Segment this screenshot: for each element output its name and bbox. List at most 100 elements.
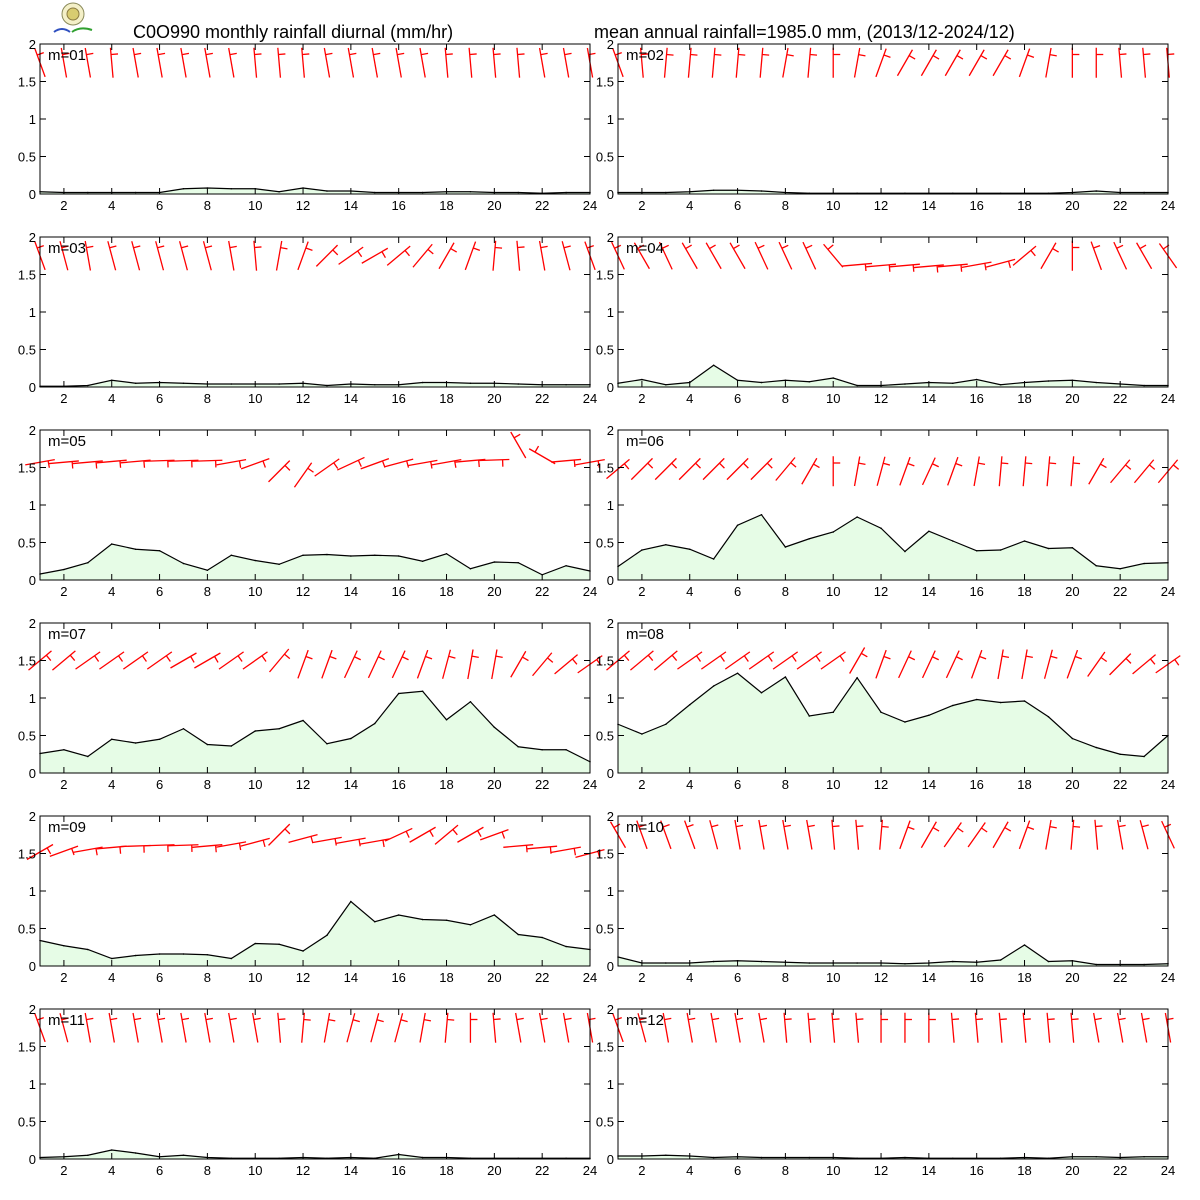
x-tick-label: 12	[296, 391, 310, 406]
data-point	[397, 555, 400, 557]
x-tick-label: 2	[60, 970, 67, 985]
barb-flag	[1125, 657, 1132, 664]
barb-shaft	[444, 47, 449, 78]
barb-flag	[932, 656, 939, 661]
barb-flag	[525, 845, 528, 853]
x-tick-label: 20	[487, 584, 501, 599]
barb-flag	[71, 848, 75, 856]
wind-barb	[1018, 820, 1035, 850]
wind-barb	[823, 243, 844, 268]
barb-flag	[357, 250, 363, 258]
data-point	[134, 742, 137, 744]
data-point	[1119, 753, 1121, 756]
barb-flag	[473, 247, 481, 252]
barb-shaft	[853, 47, 861, 78]
barb-flag	[86, 52, 94, 56]
data-point	[1047, 547, 1050, 550]
y-tick-label: 1.5	[18, 1040, 36, 1055]
x-tick-label: 8	[204, 777, 211, 792]
data-point	[326, 934, 328, 937]
barb-flag	[421, 52, 429, 56]
wind-barb	[1110, 459, 1132, 484]
wind-barb	[758, 819, 768, 850]
barb-flag	[305, 247, 313, 252]
barb-flag	[1095, 825, 1103, 828]
barb-flag	[695, 462, 701, 469]
x-tick-label: 10	[826, 198, 840, 213]
barb-flag	[805, 244, 813, 249]
barb-shaft	[866, 263, 897, 268]
barb-flag	[213, 656, 219, 663]
barb-flag	[1118, 824, 1126, 828]
data-point	[254, 559, 257, 562]
x-tick-label: 18	[1017, 970, 1031, 985]
barb-shaft	[228, 240, 235, 271]
data-point	[565, 564, 567, 567]
x-tick-label: 18	[1017, 777, 1031, 792]
data-point	[1023, 944, 1026, 946]
wind-barb	[59, 1013, 69, 1043]
barb-shaft	[84, 240, 92, 271]
barb-flag	[783, 824, 791, 828]
barb-flag	[714, 53, 722, 56]
wind-barb	[416, 649, 433, 679]
data-point	[1095, 746, 1098, 749]
barb-flag	[205, 52, 213, 56]
barb-flag	[695, 655, 702, 662]
x-tick-label: 8	[204, 391, 211, 406]
data-point	[1023, 540, 1026, 542]
wind-barb	[144, 459, 175, 468]
barb-shaft	[1046, 1012, 1051, 1043]
barb-shaft	[108, 1012, 115, 1043]
barb-flag	[46, 847, 52, 855]
data-point	[928, 714, 930, 717]
wind-barb	[1045, 819, 1057, 850]
wind-barb	[1133, 459, 1156, 484]
barb-shaft	[538, 47, 546, 78]
data-point	[182, 562, 185, 565]
barb-flag	[664, 1017, 672, 1021]
barb-flag	[110, 53, 119, 56]
y-tick-label: 1	[607, 691, 614, 706]
barb-flag	[1027, 54, 1035, 59]
wind-barb	[419, 1012, 432, 1043]
barb-flag	[229, 52, 237, 56]
panel-9: 00.511.522 4 6 8 10 12 14 16 18 20 22 24m=09	[18, 809, 605, 985]
wind-barb	[802, 241, 817, 270]
rain-area	[40, 1150, 590, 1159]
x-tick-label: 22	[1113, 1163, 1127, 1178]
barb-shaft	[268, 648, 290, 673]
x-tick-label: 16	[969, 777, 983, 792]
barb-flag	[158, 52, 166, 56]
wind-barb	[1109, 653, 1132, 676]
barb-shaft	[240, 458, 270, 470]
plot-frame	[39, 1008, 591, 1160]
x-tick-label: 20	[1065, 970, 1079, 985]
x-tick-label: 24	[1161, 970, 1175, 985]
y-tick-label: 2	[607, 1002, 614, 1017]
data-point	[880, 711, 882, 714]
data-point	[469, 923, 472, 926]
barb-shaft	[242, 651, 268, 670]
wind-barb	[72, 846, 103, 856]
data-point	[110, 738, 113, 741]
barb-shaft	[251, 1012, 259, 1043]
barb-flag	[813, 463, 820, 469]
barb-flag	[637, 244, 645, 250]
data-point	[182, 727, 185, 730]
data-point	[712, 364, 715, 367]
barb-shaft	[636, 820, 648, 850]
barb-shaft	[527, 845, 558, 850]
barb-flag	[278, 53, 286, 56]
barb-flag	[786, 53, 794, 57]
barb-flag	[807, 824, 815, 828]
data-point	[1071, 379, 1074, 382]
wind-barb	[192, 844, 223, 853]
wind-barb	[654, 457, 678, 481]
wind-barb	[49, 845, 79, 857]
barb-shaft	[359, 838, 390, 845]
barb-shaft	[734, 1012, 741, 1043]
data-point	[63, 568, 65, 571]
wind-barb	[242, 651, 268, 670]
data-point	[1047, 380, 1050, 382]
